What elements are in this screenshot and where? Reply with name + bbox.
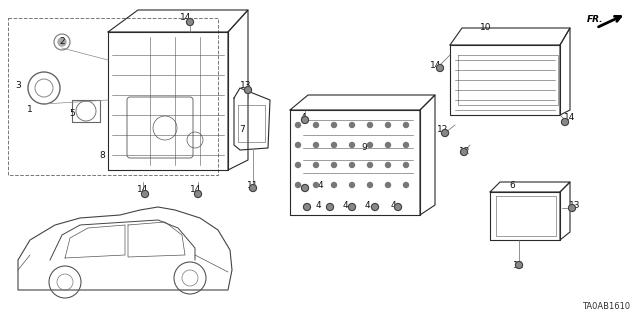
Text: 8: 8 <box>99 151 105 160</box>
Circle shape <box>367 182 372 188</box>
Circle shape <box>349 122 355 128</box>
Text: TA0AB1610: TA0AB1610 <box>582 302 630 311</box>
Text: 14: 14 <box>138 186 148 195</box>
Circle shape <box>314 122 319 128</box>
Circle shape <box>349 182 355 188</box>
Circle shape <box>403 162 408 167</box>
Circle shape <box>250 184 257 191</box>
Circle shape <box>385 182 390 188</box>
Text: 14: 14 <box>564 114 576 122</box>
Text: FR.: FR. <box>587 16 604 25</box>
Circle shape <box>371 204 378 211</box>
Circle shape <box>561 118 568 125</box>
Circle shape <box>403 143 408 147</box>
Circle shape <box>332 143 337 147</box>
Circle shape <box>385 122 390 128</box>
Text: 4: 4 <box>300 113 306 122</box>
Circle shape <box>186 19 193 26</box>
Text: 12: 12 <box>437 125 449 135</box>
Circle shape <box>314 162 319 167</box>
Circle shape <box>314 182 319 188</box>
Circle shape <box>349 204 355 211</box>
Circle shape <box>461 149 467 155</box>
Text: 11: 11 <box>513 261 525 270</box>
Circle shape <box>403 122 408 128</box>
Circle shape <box>367 162 372 167</box>
Text: 13: 13 <box>240 80 252 90</box>
Circle shape <box>367 122 372 128</box>
Text: 4: 4 <box>342 201 348 210</box>
Circle shape <box>349 162 355 167</box>
Text: 7: 7 <box>239 125 245 135</box>
Text: 13: 13 <box>569 201 580 210</box>
Circle shape <box>296 162 301 167</box>
Text: 3: 3 <box>15 80 21 90</box>
Circle shape <box>568 204 575 211</box>
Circle shape <box>367 143 372 147</box>
Circle shape <box>515 262 522 269</box>
Circle shape <box>301 184 308 191</box>
Text: 2: 2 <box>59 38 65 47</box>
Text: 4: 4 <box>317 181 323 189</box>
Circle shape <box>332 122 337 128</box>
Text: 4: 4 <box>315 201 321 210</box>
Circle shape <box>301 116 308 123</box>
Text: 9: 9 <box>361 144 367 152</box>
Circle shape <box>394 204 401 211</box>
Circle shape <box>326 204 333 211</box>
Circle shape <box>314 143 319 147</box>
Text: 10: 10 <box>480 24 492 33</box>
Circle shape <box>442 130 449 137</box>
Text: 11: 11 <box>247 181 259 189</box>
Circle shape <box>58 38 66 46</box>
Circle shape <box>436 64 444 71</box>
Circle shape <box>296 182 301 188</box>
Circle shape <box>296 143 301 147</box>
Circle shape <box>195 190 202 197</box>
Text: 4: 4 <box>364 201 370 210</box>
Circle shape <box>332 162 337 167</box>
Circle shape <box>349 143 355 147</box>
Circle shape <box>303 204 310 211</box>
Text: 12: 12 <box>460 147 470 157</box>
Text: 1: 1 <box>27 106 33 115</box>
Circle shape <box>385 162 390 167</box>
Circle shape <box>141 190 148 197</box>
Text: 14: 14 <box>430 61 442 70</box>
Text: 6: 6 <box>509 181 515 189</box>
Text: 14: 14 <box>180 13 192 23</box>
Circle shape <box>385 143 390 147</box>
Circle shape <box>332 182 337 188</box>
Circle shape <box>296 122 301 128</box>
Text: 5: 5 <box>69 108 75 117</box>
Text: 14: 14 <box>190 186 202 195</box>
Text: 4: 4 <box>390 201 396 210</box>
Circle shape <box>244 86 252 93</box>
Circle shape <box>403 182 408 188</box>
